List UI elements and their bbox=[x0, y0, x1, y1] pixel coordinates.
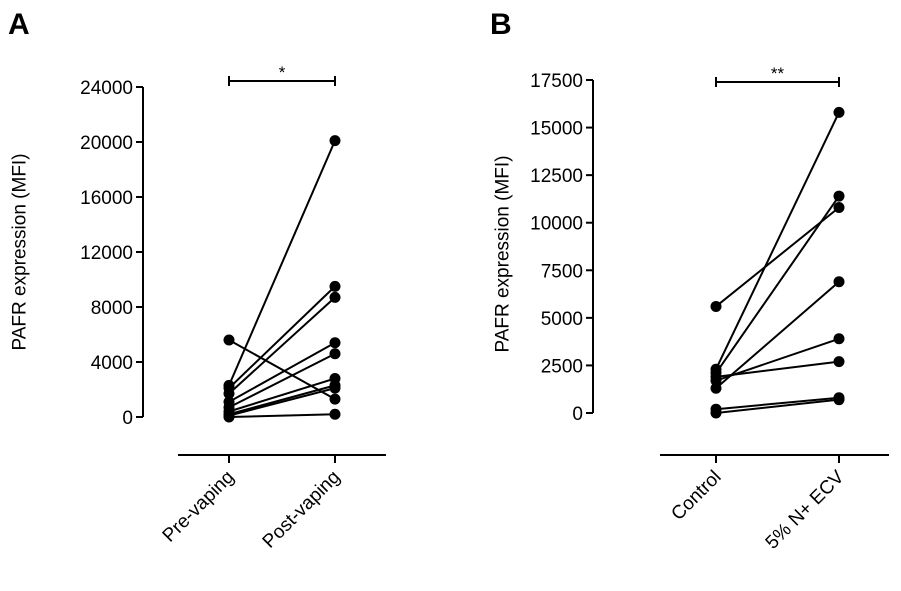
y-tick-label: 5000 bbox=[541, 309, 583, 330]
data-point bbox=[329, 337, 341, 349]
data-point bbox=[223, 334, 235, 346]
data-point bbox=[833, 394, 845, 406]
panel-a: A 0 4000 8000 12000 16000 20000 24000 PAFR expre… bbox=[8, 8, 386, 552]
data-point bbox=[833, 106, 845, 118]
data-point bbox=[223, 411, 235, 423]
significance-marker: * bbox=[279, 63, 286, 82]
data-point bbox=[329, 382, 341, 394]
panel-b: B 0 2500 5000 7500 10000 12500 15000 17500 PAFR e… bbox=[490, 8, 889, 554]
data-point bbox=[223, 388, 235, 400]
paired-line bbox=[228, 387, 336, 417]
data-point bbox=[833, 276, 845, 288]
paired-line bbox=[715, 396, 840, 411]
paired-line bbox=[228, 285, 336, 389]
data-point bbox=[833, 201, 845, 213]
y-tick-label: 15000 bbox=[530, 119, 583, 140]
data-point bbox=[329, 280, 341, 292]
data-point bbox=[329, 348, 341, 360]
paired-line bbox=[228, 341, 336, 403]
category-label: Control bbox=[667, 467, 725, 525]
panel-letter: A bbox=[8, 8, 30, 41]
data-point bbox=[833, 356, 845, 368]
data-point bbox=[329, 408, 341, 420]
paired-line bbox=[715, 280, 840, 390]
significance-marker: ** bbox=[771, 64, 785, 83]
y-tick-label: 16000 bbox=[80, 188, 133, 209]
y-tick-label: 12000 bbox=[80, 243, 133, 264]
data-point bbox=[710, 300, 722, 312]
y-tick-label: 24000 bbox=[80, 78, 133, 99]
paired-line bbox=[715, 398, 840, 414]
paired-line bbox=[228, 413, 336, 418]
y-tick-label: 17500 bbox=[530, 71, 583, 92]
y-tick-label: 2500 bbox=[541, 356, 583, 377]
paired-line bbox=[228, 384, 336, 416]
data-point bbox=[710, 375, 722, 387]
category-label: Post-vaping bbox=[259, 467, 345, 553]
data-point bbox=[833, 190, 845, 202]
data-point bbox=[710, 382, 722, 394]
paired-line bbox=[715, 111, 840, 370]
data-point bbox=[329, 135, 341, 147]
y-axis-title: PAFR expression (MFI) bbox=[10, 153, 31, 350]
panel-letter: B bbox=[490, 8, 512, 41]
paired-line bbox=[228, 140, 336, 386]
y-tick-label: 4000 bbox=[91, 353, 133, 374]
paired-line bbox=[228, 296, 336, 395]
y-tick-label: 8000 bbox=[91, 298, 133, 319]
y-tick-label: 20000 bbox=[80, 133, 133, 154]
paired-line bbox=[228, 377, 336, 413]
y-tick-label: 0 bbox=[122, 408, 133, 429]
category-label: Pre-vaping bbox=[159, 467, 239, 547]
y-tick-label: 10000 bbox=[530, 214, 583, 235]
paired-line bbox=[715, 337, 840, 382]
data-point bbox=[329, 393, 341, 405]
data-point bbox=[329, 291, 341, 303]
data-point bbox=[833, 333, 845, 345]
y-tick-label: 7500 bbox=[541, 261, 583, 282]
paired-line bbox=[228, 352, 336, 409]
data-point bbox=[710, 407, 722, 419]
y-tick-label: 12500 bbox=[530, 166, 583, 187]
y-tick-label: 0 bbox=[572, 404, 583, 425]
category-label: 5% N+ ECV bbox=[762, 466, 849, 553]
paired-line bbox=[715, 195, 840, 374]
y-axis-title: PAFR expression (MFI) bbox=[493, 155, 514, 352]
